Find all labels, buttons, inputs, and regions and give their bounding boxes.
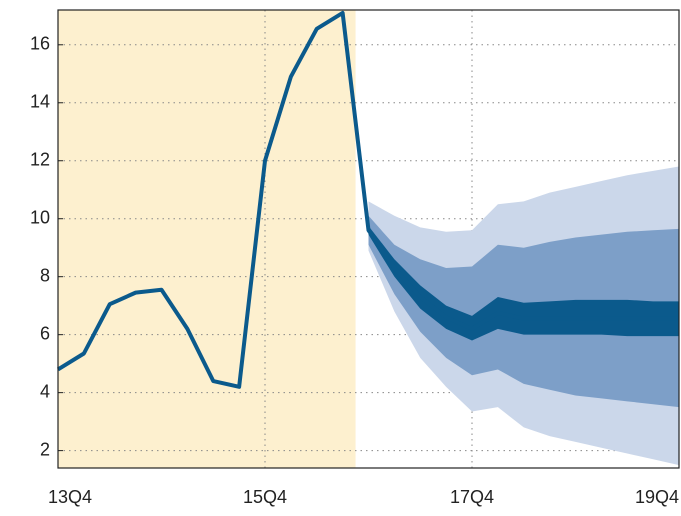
y-tick-label: 16	[30, 34, 50, 54]
y-tick-label: 12	[30, 149, 50, 169]
fan-band	[368, 225, 679, 341]
x-tick-label: 17Q4	[450, 487, 494, 507]
y-tick-label: 10	[30, 207, 50, 227]
x-tick-label: 13Q4	[48, 487, 92, 507]
y-tick-label: 14	[30, 92, 50, 112]
y-tick-label: 6	[40, 323, 50, 343]
history-shade	[58, 10, 356, 468]
y-tick-label: 8	[40, 265, 50, 285]
x-tick-label: 15Q4	[243, 487, 287, 507]
plot-frame	[57, 9, 680, 469]
line	[56, 10, 679, 389]
x-tick-label: 19Q4	[635, 487, 679, 507]
y-tick-label: 4	[40, 381, 50, 401]
y-tick-label: 2	[40, 439, 50, 459]
